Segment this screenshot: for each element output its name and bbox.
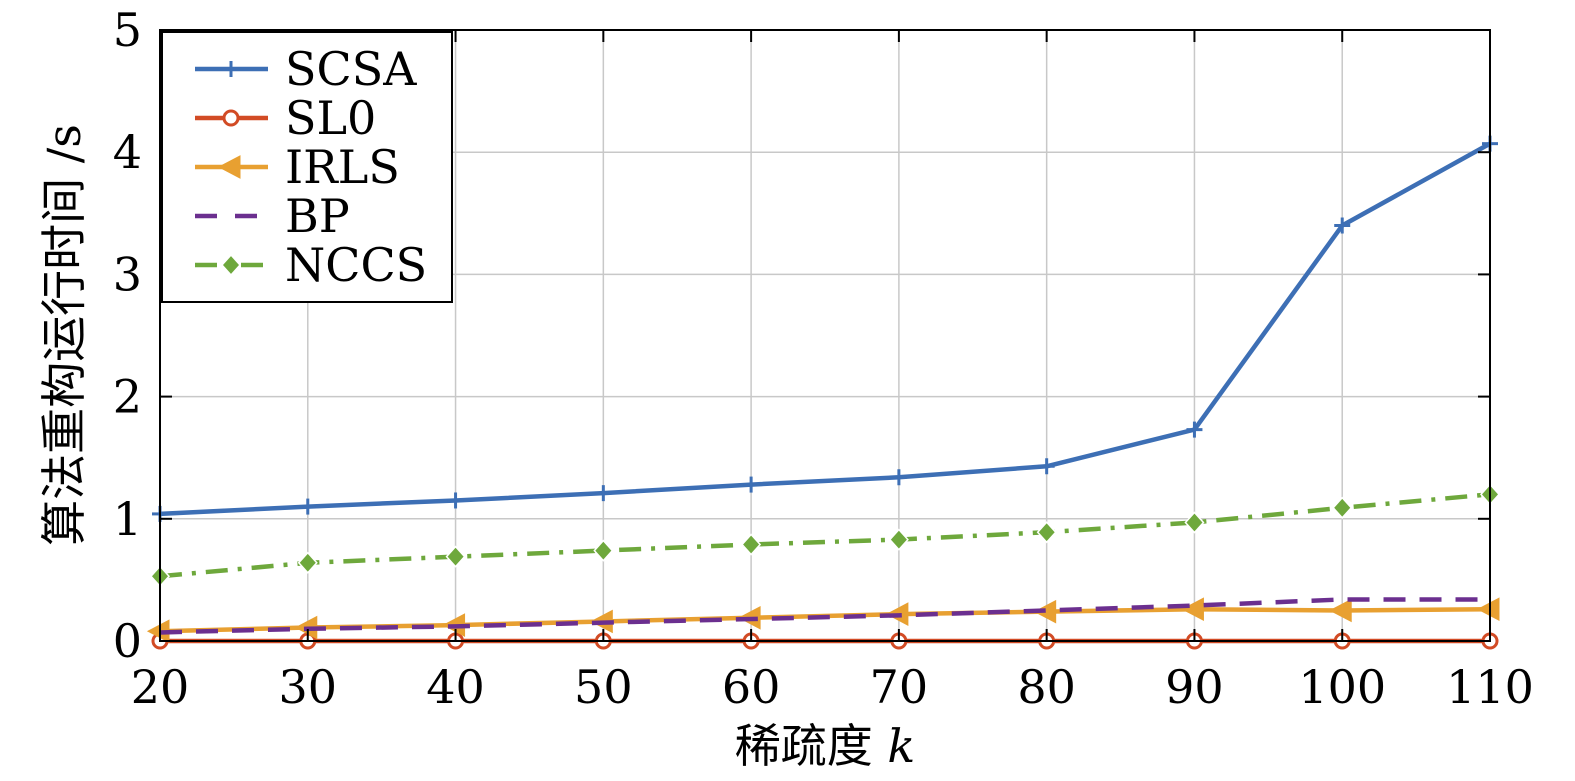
legend-entry-irls: IRLS: [195, 140, 400, 194]
plus-marker: [299, 498, 316, 515]
y-tick-label: 3: [113, 247, 142, 301]
plus-marker: [890, 469, 907, 486]
y-tick-label: 0: [113, 614, 142, 668]
y-tick-label: 5: [113, 3, 142, 57]
x-tick-label: 90: [1165, 660, 1224, 714]
series-nccs: [149, 483, 1501, 588]
diamond-marker: [1332, 496, 1353, 519]
diamond-marker: [1036, 521, 1057, 544]
plus-marker: [1334, 217, 1351, 234]
legend-label: NCCS: [285, 238, 427, 292]
diamond-marker: [445, 545, 466, 568]
legend-label: BP: [285, 189, 350, 243]
diamond-marker: [888, 528, 909, 551]
x-tick-label: 20: [131, 660, 190, 714]
plus-marker: [1038, 458, 1055, 475]
y-tick-label: 1: [113, 492, 142, 546]
legend-entry-nccs: NCCS: [195, 238, 427, 292]
diamond-marker: [741, 533, 762, 556]
plus-marker: [447, 492, 464, 509]
series-bp: [159, 597, 1490, 635]
triangle-marker: [1329, 598, 1352, 623]
series-line: [159, 492, 1491, 579]
plus-marker: [223, 61, 239, 77]
y-tick-label: 2: [113, 370, 142, 424]
x-axis-label: 稀疏度 k: [735, 719, 916, 773]
legend-label: SL0: [285, 91, 376, 145]
plus-marker: [1186, 421, 1203, 438]
y-tick-label: 4: [113, 125, 142, 179]
diamond-marker: [220, 253, 242, 277]
x-tick-label: 100: [1298, 660, 1386, 714]
diamond-marker: [1184, 511, 1205, 534]
plot-frame: [159, 29, 1491, 642]
x-tick-label: 70: [870, 660, 929, 714]
x-tick-label: 80: [1017, 660, 1076, 714]
triangle-marker: [1476, 597, 1500, 622]
legend-label: SCSA: [285, 42, 417, 96]
x-tick-label: 60: [722, 660, 781, 714]
axes: 20 30 40 50 60 70 80 90 100 110 0 1 2 3 4 5 稀疏度 k 算法重构运行时…: [37, 3, 1534, 773]
diamond-marker: [593, 539, 614, 562]
triangle-marker: [1181, 597, 1204, 622]
legend-entry-scsa: SCSA: [195, 42, 417, 96]
legend-label: IRLS: [285, 140, 400, 194]
legend-entry-sl0: SL0: [195, 91, 376, 145]
circle-marker: [222, 109, 240, 127]
series-line: [159, 597, 1490, 635]
diamond-marker: [297, 551, 318, 574]
series-line: [159, 141, 1492, 517]
plus-marker: [595, 485, 612, 502]
x-tick-label: 30: [279, 660, 338, 714]
series-irls: [146, 597, 1500, 644]
x-tick-label: 110: [1446, 660, 1534, 714]
x-tick-label: 40: [426, 660, 485, 714]
y-axis-label: 算法重构运行时间 /s: [37, 124, 91, 546]
plus-marker: [743, 476, 760, 493]
x-tick-label: 50: [574, 660, 633, 714]
triangle-marker: [217, 155, 241, 179]
legend-entry-bp: BP: [195, 189, 350, 243]
